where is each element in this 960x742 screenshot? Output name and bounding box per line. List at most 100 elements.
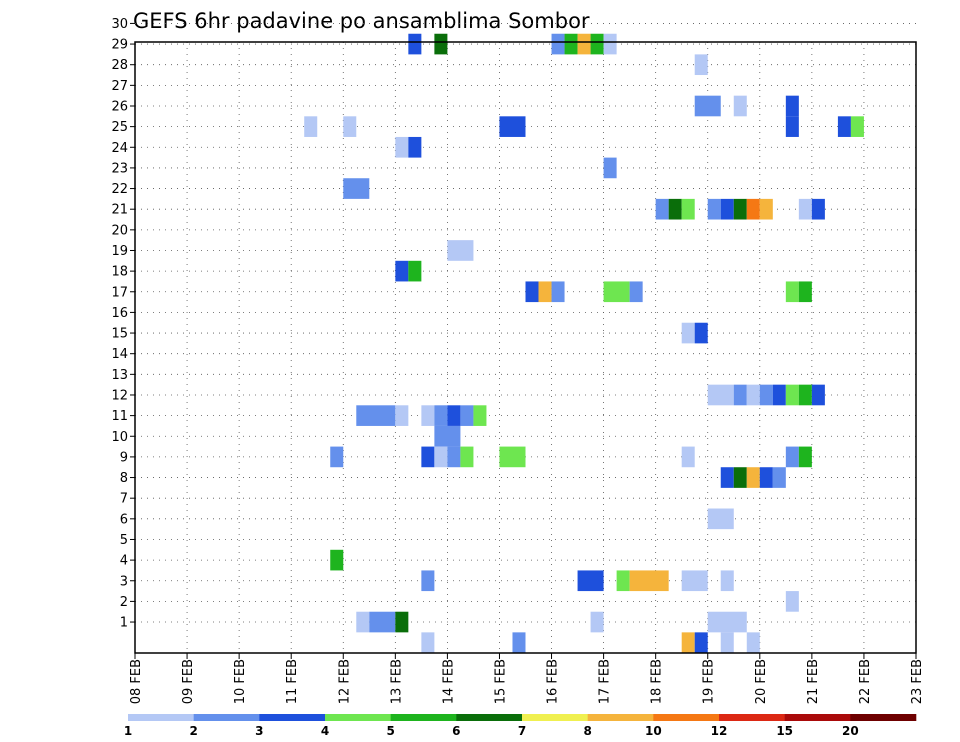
- precip-cell: [681, 198, 695, 220]
- y-tick-label: 29: [111, 38, 128, 53]
- precip-cell: [733, 467, 747, 488]
- precip-cell: [304, 116, 318, 137]
- colorbar-label: 2: [189, 724, 197, 738]
- precip-cell: [798, 446, 812, 468]
- y-tick-label: 1: [120, 616, 128, 631]
- precip-cell: [785, 591, 799, 612]
- precip-cell: [746, 384, 760, 406]
- precip-cell: [707, 384, 734, 406]
- colorbar-label: 15: [776, 724, 793, 738]
- x-tick-label: 22 FEB: [858, 659, 873, 704]
- precip-cell: [733, 95, 747, 117]
- precip-cell: [707, 508, 734, 530]
- y-tick-label: 30: [111, 17, 128, 32]
- colorbar-segment: [325, 714, 391, 721]
- precip-cell: [356, 405, 396, 426]
- precip-cell: [512, 632, 526, 653]
- y-tick-label: 27: [111, 79, 128, 94]
- precip-cell: [850, 116, 864, 137]
- y-tick-label: 11: [111, 409, 128, 424]
- precip-cell: [343, 178, 370, 199]
- precip-cell: [369, 611, 396, 633]
- precip-cell: [603, 281, 630, 303]
- x-tick-label: 11 FEB: [285, 659, 300, 704]
- precip-cell: [720, 198, 734, 220]
- x-axis: 08 FEB 09 FEB 10 FEB 11 FEB 12 FEB 13 FEB 14 F…: [129, 653, 925, 704]
- colorbar-segment: [456, 714, 523, 721]
- precip-cell: [499, 116, 526, 137]
- precip-cell: [460, 446, 474, 468]
- y-tick-label: 5: [120, 533, 128, 548]
- x-tick-label: 12 FEB: [337, 659, 352, 704]
- precip-cell: [759, 198, 773, 220]
- precip-cell: [590, 33, 604, 55]
- precip-cell: [356, 611, 370, 633]
- y-tick-label: 23: [111, 161, 128, 176]
- colorbar-label: 10: [645, 724, 662, 738]
- precip-cell: [421, 632, 435, 653]
- colorbar-segment: [719, 714, 785, 721]
- colorbar: 1 2 3 4 5 6 7 8 10 12 15 20: [124, 714, 917, 738]
- precip-cell: [408, 260, 422, 282]
- x-tick-label: 18 FEB: [650, 659, 665, 704]
- colorbar-label: 7: [518, 724, 526, 738]
- colorbar-label: 1: [124, 724, 132, 738]
- precip-cell: [772, 384, 786, 406]
- colorbar-label: 6: [452, 724, 460, 738]
- precip-cell: [707, 611, 747, 633]
- x-tick-label: 20 FEB: [754, 659, 769, 704]
- precip-cell: [785, 95, 799, 117]
- y-tick-label: 9: [120, 450, 128, 465]
- precip-cell: [655, 198, 669, 220]
- precip-cell: [811, 198, 825, 220]
- colorbar-segment: [193, 714, 260, 721]
- precip-cell: [746, 198, 760, 220]
- precip-cell: [629, 570, 669, 592]
- x-tick-label: 09 FEB: [181, 659, 196, 704]
- y-tick-label: 15: [111, 327, 128, 342]
- x-tick-label: 13 FEB: [389, 659, 404, 704]
- y-axis: 1234567891011121314151617181920212223242…: [111, 17, 135, 631]
- precip-cell: [395, 405, 409, 426]
- y-tick-label: 17: [111, 285, 128, 300]
- y-tick-label: 14: [111, 347, 128, 362]
- y-tick-label: 25: [111, 120, 128, 135]
- precip-cell: [590, 611, 604, 633]
- plot-frame: [134, 41, 917, 654]
- colorbar-label: 8: [583, 724, 591, 738]
- y-tick-label: 21: [111, 203, 128, 218]
- colorbar-segment: [850, 714, 917, 721]
- precip-cell: [499, 446, 526, 468]
- x-tick-label: 23 FEB: [910, 659, 925, 704]
- colorbar-segment: [390, 714, 457, 721]
- precip-cell: [811, 384, 825, 406]
- precip-cell: [564, 33, 578, 55]
- precip-cell: [330, 549, 344, 571]
- precip-cell: [837, 116, 851, 137]
- precip-cell: [616, 570, 630, 592]
- precip-cell: [460, 405, 474, 426]
- y-tick-label: 24: [111, 141, 128, 156]
- y-tick-label: 8: [120, 471, 128, 486]
- precip-cell: [785, 446, 799, 468]
- precip-cell: [538, 281, 552, 303]
- chart-title: GEFS 6hr padavine po ansamblima Sombor: [133, 9, 590, 33]
- precip-cell: [720, 467, 734, 488]
- precip-cell: [551, 281, 565, 303]
- precip-cell: [694, 322, 708, 344]
- colorbar-label: 3: [255, 724, 263, 738]
- precip-cell: [707, 198, 721, 220]
- colorbar-segment: [653, 714, 720, 721]
- precip-cell: [603, 33, 617, 55]
- precip-cell: [421, 446, 435, 468]
- precip-cell: [694, 54, 708, 76]
- precip-cell: [603, 157, 617, 179]
- y-tick-label: 7: [120, 492, 128, 507]
- precip-cell: [681, 632, 695, 653]
- precip-cell: [720, 632, 734, 653]
- colorbar-segment: [522, 714, 588, 721]
- precip-cell: [551, 33, 565, 55]
- precip-cell: [798, 281, 812, 303]
- x-tick-label: 08 FEB: [129, 659, 144, 704]
- y-tick-label: 10: [111, 430, 128, 445]
